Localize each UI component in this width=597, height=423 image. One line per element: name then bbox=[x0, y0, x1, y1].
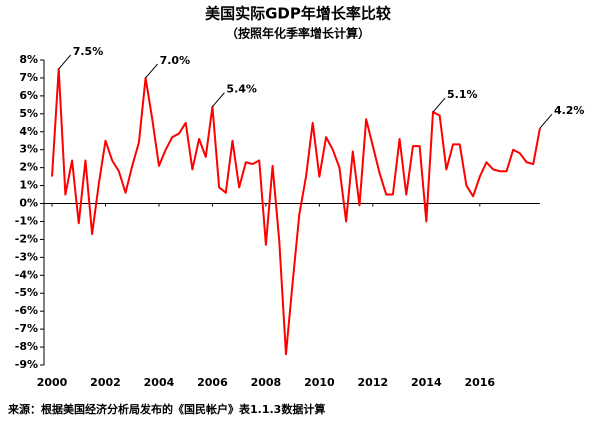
annotation-leader bbox=[145, 63, 158, 79]
annotation-label: 7.5% bbox=[73, 45, 104, 58]
annotation-leader bbox=[432, 97, 446, 113]
y-tick-label: -2% bbox=[15, 232, 38, 245]
y-tick-label: -9% bbox=[15, 358, 38, 371]
y-tick-label: 2% bbox=[19, 161, 38, 174]
annotation-leader bbox=[212, 92, 225, 107]
y-tick-label: 0% bbox=[19, 197, 38, 210]
line-series bbox=[51, 67, 541, 356]
y-tick-label: -5% bbox=[15, 286, 38, 299]
annotation-leader bbox=[539, 113, 553, 129]
y-tick-label: -1% bbox=[15, 214, 38, 227]
y-tick-label: -4% bbox=[15, 268, 38, 281]
y-tick-label: -8% bbox=[15, 340, 38, 353]
y-tick-label: 7% bbox=[19, 71, 38, 84]
annotation-label: 5.4% bbox=[226, 83, 257, 96]
y-tick-label: 8% bbox=[19, 53, 38, 66]
y-tick-label: 5% bbox=[19, 107, 38, 120]
x-tick-label: 2000 bbox=[37, 376, 68, 389]
y-tick-label: 1% bbox=[19, 179, 38, 192]
annotation-label: 5.1% bbox=[447, 88, 478, 101]
x-tick-label: 2014 bbox=[411, 376, 442, 389]
y-tick-label: -3% bbox=[15, 250, 38, 263]
annotation-label: 4.2% bbox=[554, 104, 585, 117]
x-tick-label: 2016 bbox=[464, 376, 495, 389]
x-tick-label: 2008 bbox=[251, 376, 282, 389]
y-tick-label: 3% bbox=[19, 143, 38, 156]
x-tick-label: 2006 bbox=[197, 376, 228, 389]
x-tick-label: 2002 bbox=[90, 376, 121, 389]
chart-subtitle: （按照年化季率增长计算） bbox=[226, 26, 370, 41]
x-tick-label: 2004 bbox=[144, 376, 175, 389]
x-tick-label: 2010 bbox=[304, 376, 335, 389]
chart-title: 美国实际GDP年增长率比较 bbox=[205, 5, 391, 23]
y-tick-label: -7% bbox=[15, 322, 38, 335]
y-tick-label: 4% bbox=[19, 125, 38, 138]
source-note: 来源：根据美国经济分析局发布的《国民帐户》表1.1.3数据计算 bbox=[7, 402, 325, 416]
y-tick-label: -6% bbox=[15, 304, 38, 317]
annotation-leader bbox=[58, 54, 72, 70]
annotation-label: 7.0% bbox=[160, 54, 191, 67]
x-tick-label: 2012 bbox=[358, 376, 389, 389]
y-tick-label: 6% bbox=[19, 89, 38, 102]
